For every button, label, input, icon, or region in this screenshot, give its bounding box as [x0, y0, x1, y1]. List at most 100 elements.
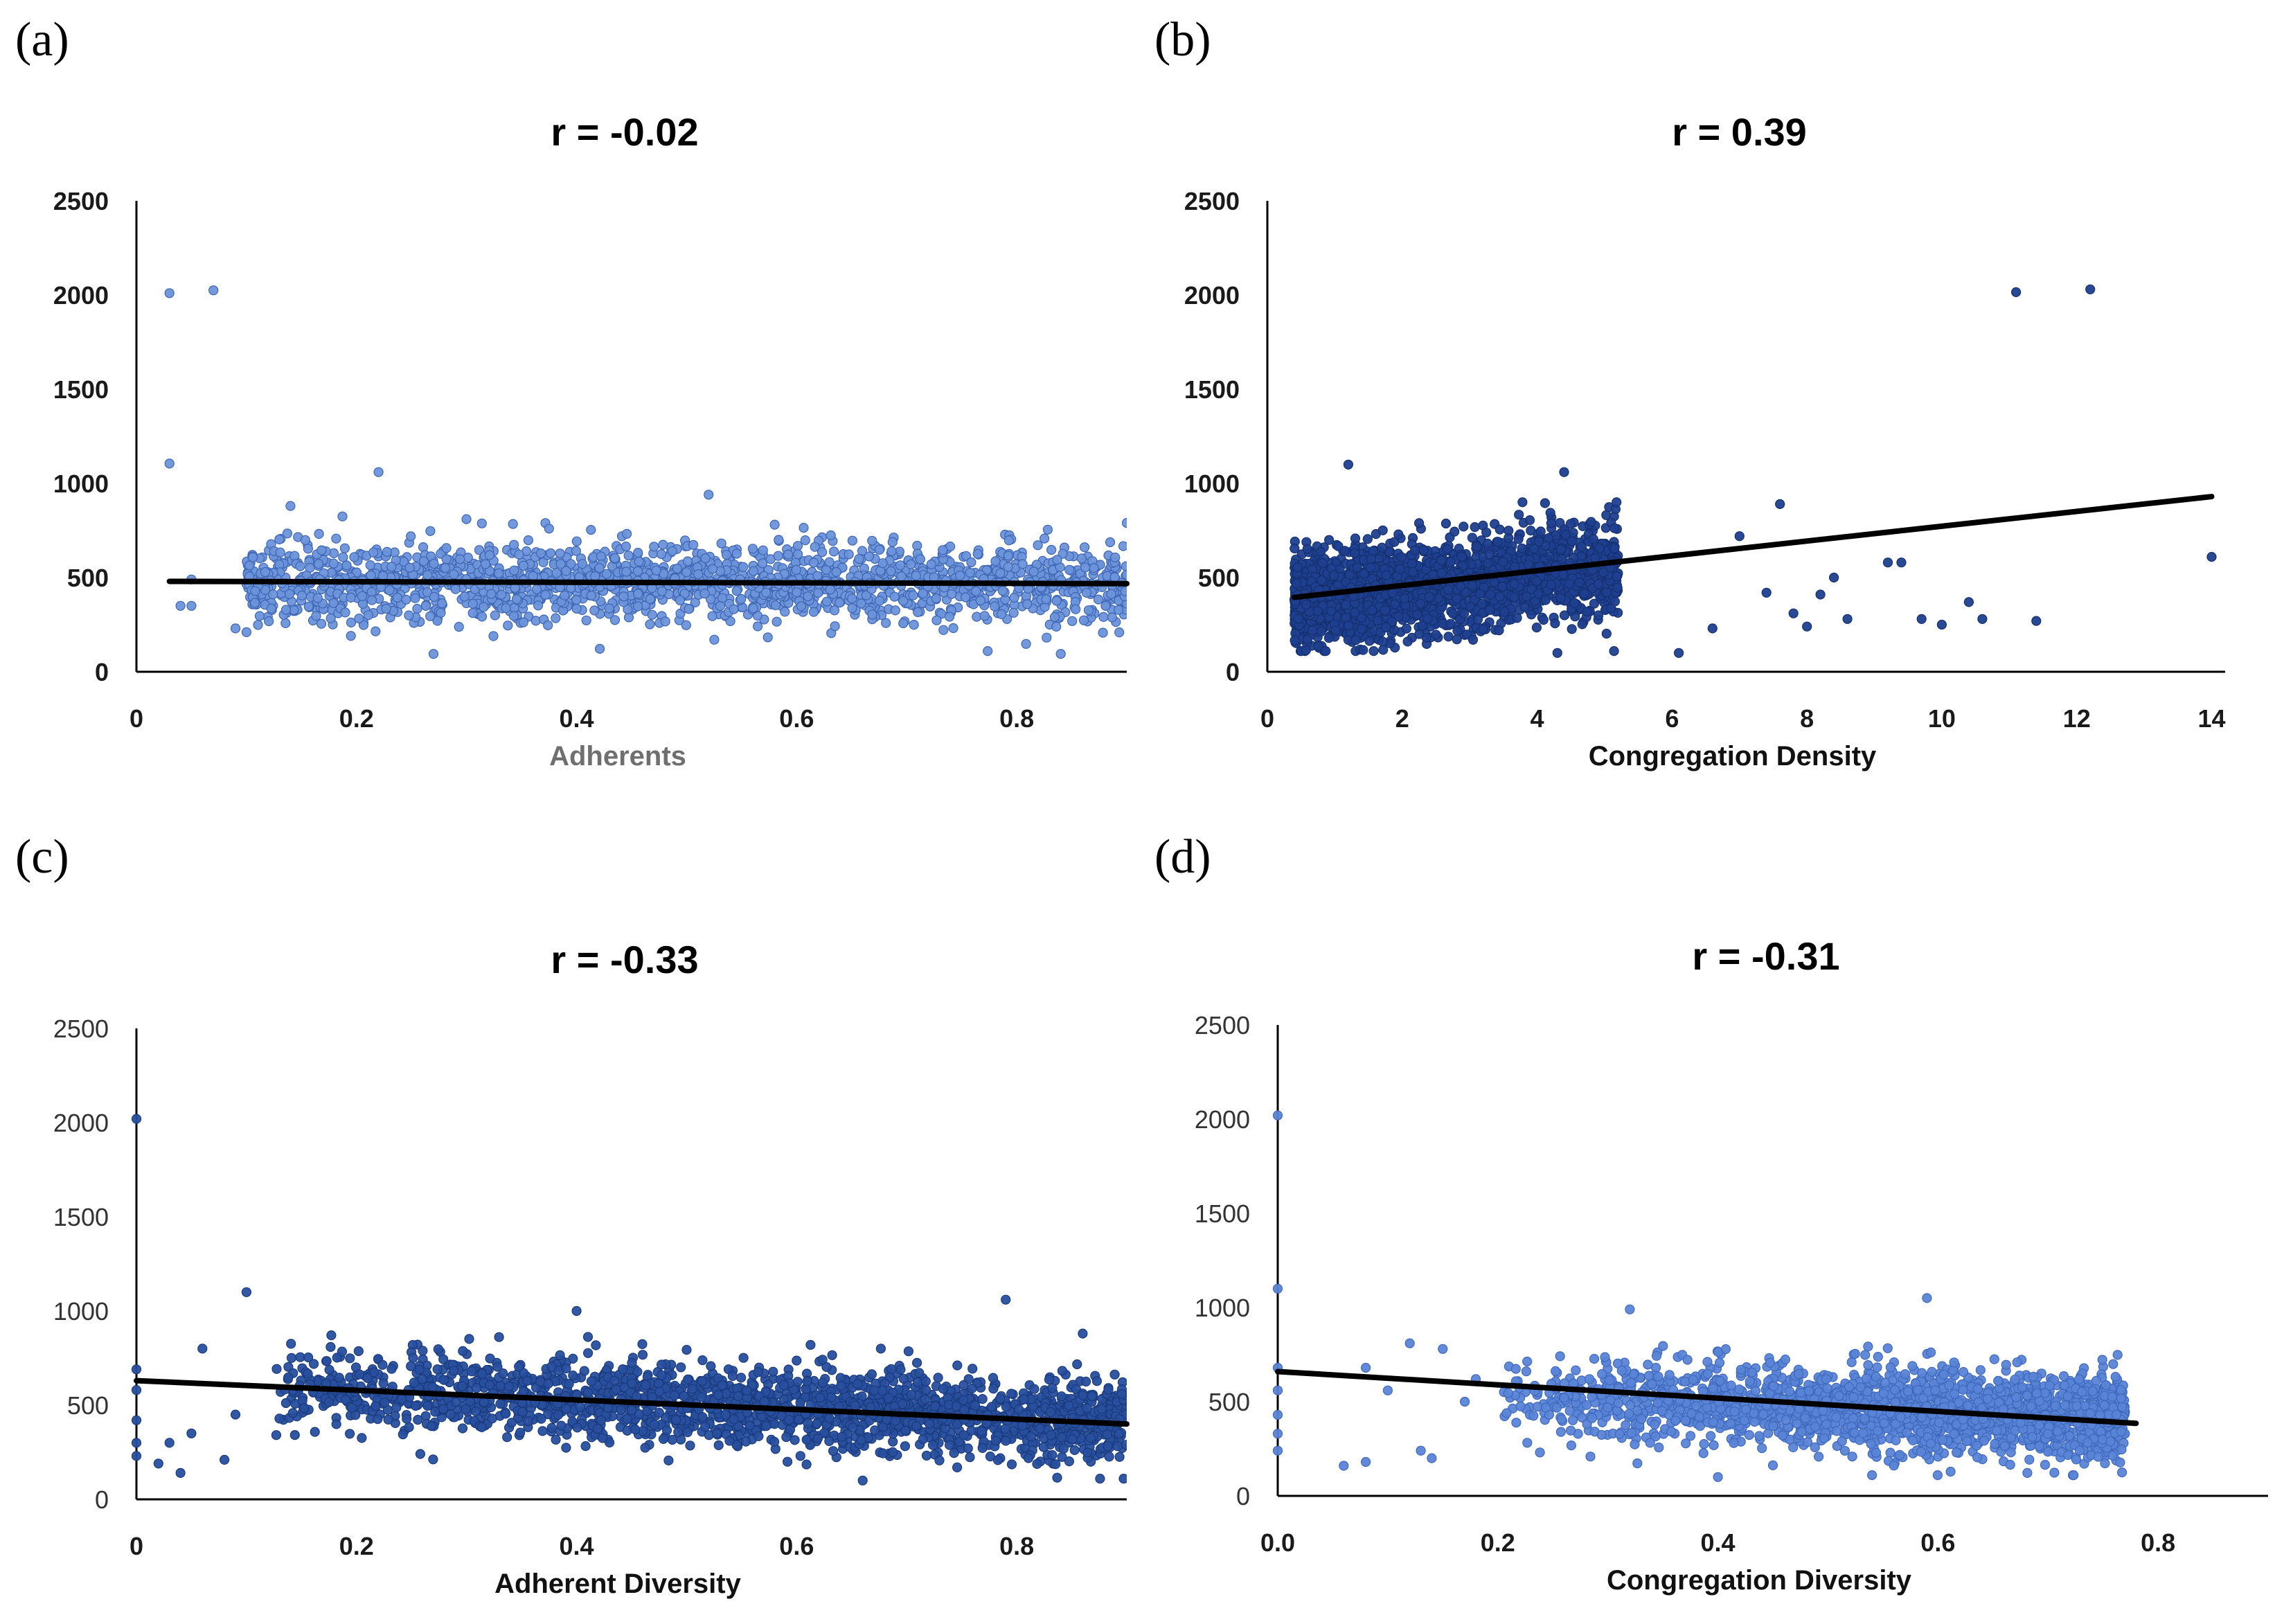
data-point [242, 627, 251, 636]
data-point [748, 544, 757, 553]
data-point [1452, 635, 1461, 644]
data-point [421, 601, 430, 610]
data-point [1594, 611, 1603, 620]
data-point [844, 550, 853, 559]
data-point [442, 544, 451, 553]
y-tick-label: 1500 [53, 1203, 109, 1231]
data-point [1334, 542, 1343, 551]
data-point [634, 548, 643, 557]
data-point [485, 551, 494, 560]
data-point [531, 616, 540, 625]
data-point [438, 599, 447, 608]
data-point [281, 618, 290, 627]
data-point [411, 594, 420, 603]
data-point [489, 632, 498, 641]
data-point [497, 590, 506, 599]
data-point [792, 588, 801, 597]
data-point [645, 620, 654, 629]
data-point [1437, 556, 1446, 565]
data-point [1085, 606, 1094, 615]
data-point [562, 1443, 571, 1452]
data-point [329, 559, 338, 568]
data-point [364, 611, 373, 620]
data-point [510, 540, 519, 549]
data-point [961, 593, 970, 602]
data-point [900, 1442, 909, 1451]
data-point [1030, 1384, 1039, 1393]
data-point [1476, 589, 1485, 598]
data-point [382, 604, 391, 613]
x-tick-label: 2 [1395, 704, 1409, 733]
data-point [1493, 537, 1502, 546]
data-point [1594, 580, 1603, 589]
data-point [265, 617, 274, 626]
data-point [624, 551, 633, 560]
data-point [1379, 645, 1388, 654]
data-point [826, 585, 835, 594]
data-point [371, 627, 380, 636]
data-point [965, 1453, 974, 1462]
data-point [848, 594, 857, 603]
data-point [980, 612, 989, 621]
data-point [1292, 579, 1301, 588]
y-tick-label: 2500 [53, 187, 109, 215]
data-point [490, 611, 499, 620]
data-point [645, 594, 654, 603]
data-point [429, 650, 438, 659]
data-point [366, 561, 375, 570]
chart-title: r = 0.39 [1672, 110, 1807, 154]
data-point [710, 635, 719, 644]
data-point [494, 1332, 503, 1341]
data-point [1978, 614, 1987, 623]
data-point [231, 624, 240, 633]
data-point [899, 1374, 908, 1383]
data-point [799, 524, 808, 533]
data-point [1485, 550, 1494, 559]
y-tick-label: 500 [1198, 564, 1240, 592]
data-point [1303, 544, 1312, 553]
data-point [1504, 526, 1513, 535]
data-point [794, 542, 803, 551]
data-point [1610, 524, 1619, 533]
x-tick-label: 0.2 [339, 1532, 374, 1560]
data-point [303, 544, 312, 553]
data-point [340, 544, 349, 553]
data-point [1053, 555, 1062, 564]
data-point [1539, 616, 1548, 625]
data-point [1010, 594, 1019, 603]
data-point [1540, 499, 1549, 508]
data-point [1474, 615, 1483, 624]
data-point [485, 1354, 494, 1363]
data-point [1441, 519, 1450, 528]
x-axis-label: Congregation Density [1589, 741, 1877, 771]
data-point [551, 614, 560, 623]
data-point [1394, 530, 1403, 539]
data-point [1327, 607, 1336, 616]
y-tick-label: 1000 [1184, 470, 1240, 498]
data-point [949, 624, 958, 633]
data-point [501, 604, 510, 613]
data-point [346, 1429, 355, 1438]
data-point [1479, 625, 1488, 634]
data-point [1613, 583, 1622, 592]
data-point [449, 570, 458, 579]
data-point [780, 607, 789, 616]
data-point [1101, 601, 1110, 610]
data-point [1776, 499, 1785, 508]
chart-title: r = -0.02 [551, 110, 698, 154]
data-point [544, 621, 553, 630]
data-point [310, 1427, 319, 1436]
data-point [1077, 554, 1086, 563]
x-tick-label: 12 [2063, 704, 2091, 733]
data-point [572, 596, 581, 605]
data-point [672, 564, 681, 573]
data-point [1080, 616, 1089, 625]
data-point [1319, 559, 1328, 568]
data-point [704, 490, 713, 499]
data-point [938, 546, 947, 555]
data-point [828, 1350, 837, 1359]
y-tick-label: 1000 [53, 1297, 109, 1326]
y-tick-label: 1500 [1184, 375, 1240, 404]
data-point [379, 571, 388, 580]
